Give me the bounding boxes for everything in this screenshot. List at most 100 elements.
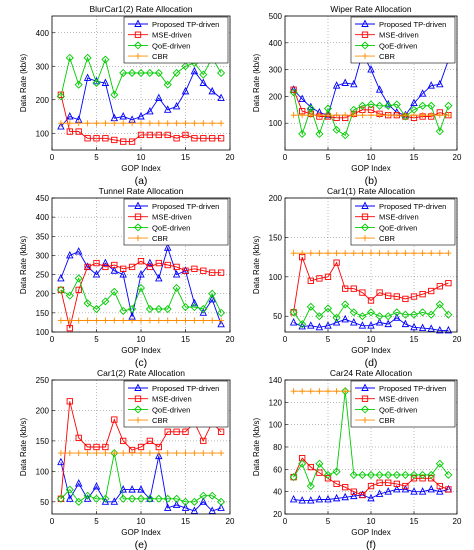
data-point <box>155 443 162 451</box>
y-tick-label: 100 <box>36 129 50 138</box>
legend-marker <box>134 213 142 220</box>
data-point <box>349 470 358 479</box>
y-tick-label: 400 <box>269 39 283 48</box>
data-point <box>333 250 340 257</box>
data-point <box>110 90 119 99</box>
data-point <box>163 304 172 314</box>
data-point <box>411 112 417 119</box>
data-point <box>359 491 366 499</box>
data-point <box>428 475 435 482</box>
data-point <box>332 318 341 326</box>
data-point <box>289 473 298 482</box>
legend-marker <box>361 201 369 209</box>
data-point <box>307 277 314 284</box>
data-point <box>342 112 349 119</box>
data-point <box>366 308 376 317</box>
data-point <box>66 120 73 127</box>
data-point <box>191 120 198 127</box>
legend-entry: CBR <box>379 52 396 61</box>
data-point <box>137 485 145 493</box>
data-point <box>306 104 315 113</box>
y-tick-label: 450 <box>36 194 50 203</box>
data-point <box>217 135 225 142</box>
data-point <box>436 325 444 334</box>
data-point <box>74 479 83 487</box>
legend-box <box>123 380 229 428</box>
data-point <box>436 79 444 88</box>
chart-title: Car1(2) Rate Allocation <box>97 368 185 378</box>
data-point <box>145 304 154 314</box>
data-point <box>83 299 92 308</box>
data-point <box>393 112 400 119</box>
data-point <box>367 65 375 73</box>
data-point <box>191 450 198 457</box>
data-point <box>119 270 127 278</box>
y-axis-label: Data Rate (kb/s) <box>252 54 261 113</box>
x-tick-label: 0 <box>283 517 288 526</box>
data-point <box>445 250 452 257</box>
data-point <box>155 93 163 102</box>
data-point <box>182 267 189 274</box>
x-tick-label: 10 <box>137 517 146 526</box>
data-point <box>350 250 357 257</box>
data-point <box>200 317 207 324</box>
data-point <box>385 479 392 486</box>
data-point <box>145 68 154 77</box>
data-point <box>111 416 118 423</box>
legend-marker <box>360 223 370 232</box>
data-point <box>217 503 225 511</box>
data-point <box>190 506 199 514</box>
x-tick-label: 20 <box>453 153 462 162</box>
data-point <box>173 135 180 142</box>
y-tick-label: 120 <box>269 398 283 407</box>
data-point <box>368 112 374 119</box>
x-tick-label: 10 <box>367 153 376 162</box>
legend-marker <box>135 417 141 424</box>
x-tick-label: 15 <box>410 335 419 344</box>
data-point <box>66 398 73 405</box>
data-point <box>129 120 136 127</box>
data-point <box>316 469 323 476</box>
data-point <box>110 449 119 458</box>
data-point <box>350 79 358 88</box>
data-point <box>342 388 349 395</box>
data-point <box>136 283 146 293</box>
data-point <box>57 286 65 294</box>
data-point <box>385 250 392 257</box>
data-point <box>332 493 341 502</box>
data-point <box>57 495 65 502</box>
data-point <box>129 450 136 457</box>
series-line <box>293 317 449 331</box>
data-point <box>342 250 349 257</box>
data-point <box>307 463 314 471</box>
data-point <box>65 485 74 494</box>
y-tick-label: 100 <box>36 467 50 476</box>
x-tick-label: 5 <box>326 153 331 162</box>
data-point <box>155 317 162 324</box>
data-point <box>209 269 216 276</box>
data-point <box>306 302 315 311</box>
series-line <box>293 92 449 136</box>
data-point <box>190 66 199 75</box>
x-axis-label: GOP Index <box>121 346 160 355</box>
data-point <box>83 491 92 500</box>
data-point <box>84 120 91 127</box>
legend-marker <box>362 235 368 242</box>
data-point <box>65 291 74 300</box>
data-point <box>164 317 171 324</box>
data-point <box>332 81 341 89</box>
data-point <box>164 428 171 435</box>
data-point <box>427 470 436 479</box>
data-point <box>307 321 315 329</box>
data-point <box>375 489 384 497</box>
x-tick-label: 15 <box>410 517 419 526</box>
data-point <box>218 317 225 324</box>
chart-panel-6: 0 5 10 15 20 20 40 60 80 100 120 140 Car24 Rate Allo… <box>252 368 462 550</box>
data-point <box>200 120 207 127</box>
data-point <box>350 491 358 500</box>
data-point <box>368 250 374 257</box>
data-point <box>119 306 128 315</box>
series-diamond <box>56 274 226 317</box>
data-point <box>385 292 392 299</box>
panel-label: (c) <box>135 357 147 369</box>
